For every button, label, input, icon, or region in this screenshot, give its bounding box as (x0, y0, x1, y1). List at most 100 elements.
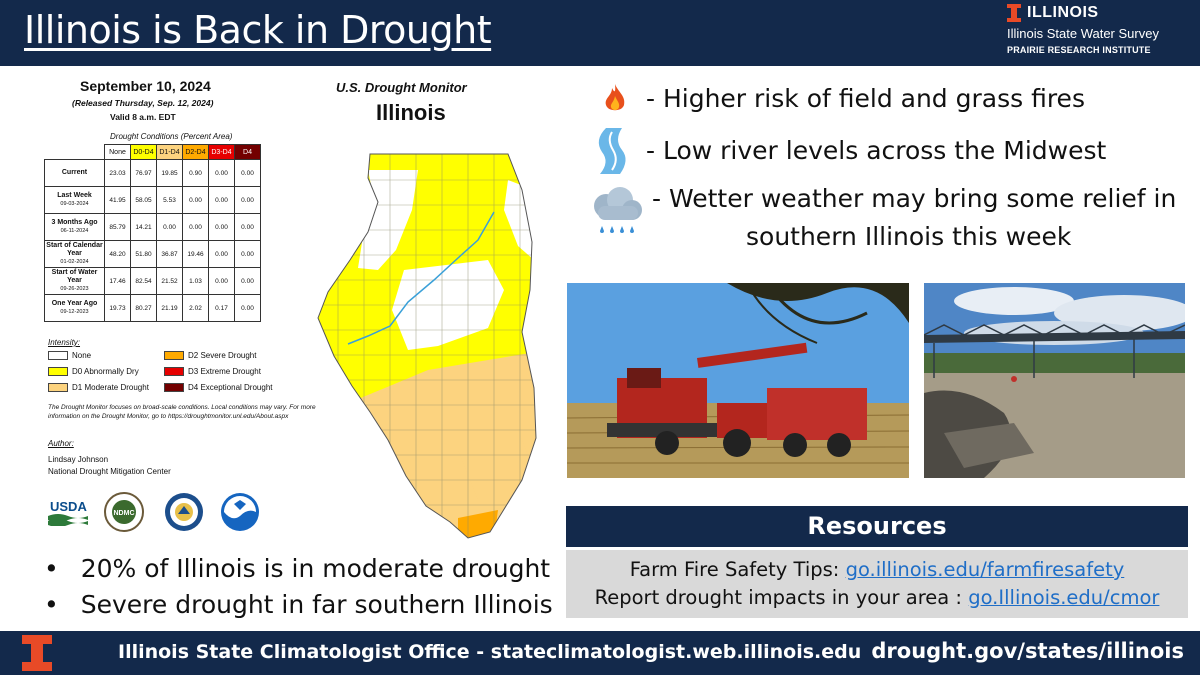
table-cell: 0.00 (182, 213, 209, 241)
legend-label: D0 Abnormally Dry (72, 367, 139, 376)
col-header: D0-D4 (130, 144, 157, 160)
table-cell: 23.03 (104, 159, 131, 187)
usda-logo: USDA (48, 499, 88, 526)
row-date: 01-02-2024 (60, 259, 89, 265)
drought-conditions-table: None D0-D4 D1-D4 D2-D4 D3-D4 D4 Current … (44, 144, 261, 322)
col-header: D2-D4 (182, 144, 209, 160)
row-label: One Year Ago (51, 300, 98, 307)
noaa-logo (221, 493, 259, 531)
legend-item: D4 Exceptional Drought (164, 383, 273, 392)
legend-label: D2 Severe Drought (188, 351, 257, 360)
col-header: D1-D4 (156, 144, 183, 160)
commerce-logo (165, 493, 203, 531)
resources-title: Resources (566, 506, 1188, 547)
row-date: 09-12-2023 (60, 309, 89, 315)
row-label: Current (61, 169, 88, 176)
key-facts-list: • 20% of Illinois is in moderate drought … (44, 550, 553, 622)
table-cell: 0.00 (234, 240, 261, 268)
table-cell: 19.85 (156, 159, 183, 187)
table-row: Start of Calendar Year 01-02-2024 48.20 5… (44, 240, 261, 268)
table-cell: 2.02 (182, 294, 209, 322)
illinois-block-i-logo (22, 635, 52, 671)
table-cell: 85.79 (104, 213, 131, 241)
page-title: Illinois is Back in Drought (24, 8, 492, 52)
cmor-report-link[interactable]: go.Illinois.edu/cmor (968, 586, 1160, 609)
table-cell: 0.00 (234, 159, 261, 187)
row-label: Last Week (57, 192, 92, 199)
table-cell: 21.52 (156, 267, 183, 295)
legend-item: D3 Extreme Drought (164, 367, 261, 376)
isws-brand: ILLINOIS Illinois State Water Survey PRA… (1007, 4, 1182, 55)
table-cell: 0.00 (234, 294, 261, 322)
impact-wetter-weather-line1: - Wetter weather may bring some relief i… (652, 184, 1177, 213)
resource-line-fire-safety: Farm Fire Safety Tips: go.illinois.edu/f… (566, 558, 1188, 581)
legend-label: D1 Moderate Drought (72, 383, 149, 392)
list-item: • 20% of Illinois is in moderate drought (44, 550, 553, 586)
table-cell: 58.05 (130, 186, 157, 214)
dm-state-name: Illinois (376, 100, 446, 125)
table-cell: 0.00 (208, 186, 235, 214)
dm-valid: Valid 8 a.m. EDT (110, 112, 176, 122)
legend-swatch (48, 351, 68, 360)
table-cell: 0.00 (208, 213, 235, 241)
illinois-drought-map (317, 153, 537, 539)
table-cell: 0.90 (182, 159, 209, 187)
table-cell: 36.87 (156, 240, 183, 268)
impact-river-levels: - Low river levels across the Midwest (646, 136, 1107, 165)
fire-icon (605, 84, 625, 111)
row-date: 09-26-2023 (60, 286, 89, 292)
table-cell: 1.03 (182, 267, 209, 295)
table-cell: 0.00 (234, 186, 261, 214)
legend-swatch (164, 367, 184, 376)
svg-text:USDA: USDA (50, 499, 87, 514)
illinois-block-i-logo (1007, 4, 1021, 22)
farm-fire-safety-link[interactable]: go.illinois.edu/farmfiresafety (845, 558, 1125, 581)
drought-gov-link[interactable]: drought.gov/states/illinois (871, 639, 1184, 663)
table-row: Start of Water Year 09-26-2023 17.46 82.5… (44, 267, 261, 295)
table-cell: 0.00 (234, 267, 261, 295)
climatologist-office-link[interactable]: Illinois State Climatologist Office - st… (118, 641, 862, 663)
legend-label: D4 Exceptional Drought (188, 383, 273, 392)
table-cell: 82.54 (130, 267, 157, 295)
table-cell: 0.00 (208, 267, 235, 295)
intensity-label: Intensity: (48, 338, 81, 347)
brand-name: ILLINOIS (1027, 4, 1099, 21)
legend-label: D3 Extreme Drought (188, 367, 261, 376)
legend-item: D1 Moderate Drought (48, 383, 149, 392)
table-cell: 14.21 (130, 213, 157, 241)
resource-line-cmor: Report drought impacts in your area : go… (566, 586, 1188, 609)
table-row: One Year Ago 09-12-2023 19.73 80.27 21.19… (44, 294, 261, 322)
resource-label: Report drought impacts in your area : (594, 586, 969, 609)
table-cell: 0.17 (208, 294, 235, 322)
table-row: 3 Months Ago 06-11-2024 85.79 14.21 0.00 … (44, 213, 261, 241)
legend-item: D0 Abnormally Dry (48, 367, 139, 376)
legend-swatch (48, 383, 68, 392)
author-name: Lindsay Johnson (48, 455, 109, 464)
row-label: 3 Months Ago (51, 219, 98, 226)
table-cell: 19.73 (104, 294, 131, 322)
impact-wetter-weather-line2: southern Illinois this week (746, 222, 1072, 251)
resources-panel: Farm Fire Safety Tips: go.illinois.edu/f… (566, 550, 1188, 618)
rain-cloud-icon (594, 187, 642, 233)
table-cell: 19.46 (182, 240, 209, 268)
legend-item: D2 Severe Drought (164, 351, 256, 360)
fact-text: 20% of Illinois is in moderate drought (80, 553, 551, 583)
legend-swatch (164, 383, 184, 392)
resource-label: Farm Fire Safety Tips: (629, 558, 846, 581)
river-icon (598, 128, 626, 174)
footer-bar: Illinois State Climatologist Office - st… (0, 631, 1200, 675)
drought-monitor-map: September 10, 2024 (Released Thursday, S… (40, 70, 547, 540)
brand-institute: PRAIRIE RESEARCH INSTITUTE (1007, 45, 1151, 55)
ndmc-logo: NDMC (104, 492, 144, 532)
table-cell: 76.97 (130, 159, 157, 187)
col-header: D4 (234, 144, 261, 160)
table-cell: 41.95 (104, 186, 131, 214)
row-date: 09-03-2024 (60, 201, 89, 207)
table-cell: 0.00 (234, 213, 261, 241)
table-cell: 51.80 (130, 240, 157, 268)
dm-conditions-title: Drought Conditions (Percent Area) (110, 132, 233, 141)
table-header-row: None D0-D4 D1-D4 D2-D4 D3-D4 D4 (45, 144, 261, 160)
table-cell: 0.00 (208, 240, 235, 268)
author-label: Author: (48, 439, 74, 448)
svg-text:NDMC: NDMC (114, 510, 135, 517)
